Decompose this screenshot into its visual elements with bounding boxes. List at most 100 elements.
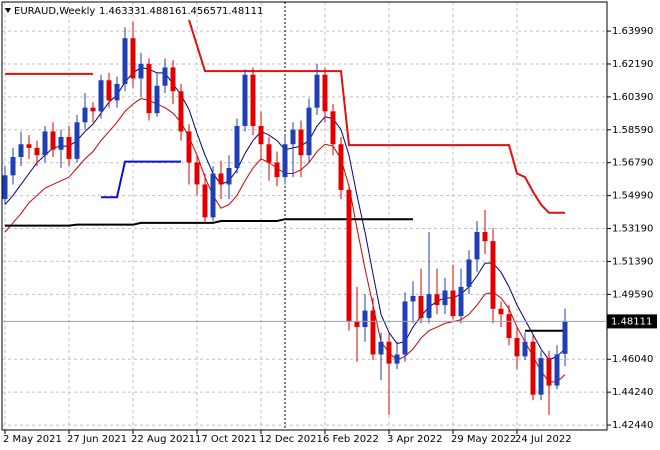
plot-frame	[1, 1, 608, 431]
y-tick-label: 1.46040	[612, 354, 653, 365]
candle-body	[554, 354, 560, 386]
candle-body	[114, 83, 120, 101]
candle-body	[106, 80, 112, 101]
candle-body	[58, 136, 64, 150]
candle-body	[482, 231, 488, 242]
candle-body	[562, 321, 568, 354]
y-tick-label: 1.44240	[612, 387, 653, 398]
candle-body	[50, 131, 56, 150]
candle-body	[282, 144, 288, 178]
y-tick-label: 1.58590	[612, 125, 653, 136]
x-tick-label: 24 Jul 2022	[515, 434, 572, 445]
candle-body	[442, 290, 448, 306]
candle-body	[26, 144, 32, 148]
candle-body	[290, 129, 296, 145]
y-tick-label: 1.60390	[612, 92, 653, 103]
candle-body	[474, 231, 480, 260]
candle-body	[146, 63, 152, 114]
candle-body	[506, 314, 512, 339]
candle-body	[42, 131, 48, 156]
candle-body	[466, 259, 472, 287]
candle-body	[330, 111, 336, 145]
candle-body	[234, 125, 240, 169]
candle-body	[402, 301, 408, 355]
candle-body	[242, 74, 248, 126]
y-tick-label: 1.63990	[612, 26, 653, 37]
candle-body	[274, 162, 280, 178]
candle-body	[498, 308, 504, 315]
candle-body	[410, 295, 416, 302]
candle-body	[426, 294, 432, 318]
x-tick-label: 22 Aug 2021	[131, 434, 195, 445]
candle-body	[178, 91, 184, 132]
symbol: EURAUD,Weekly	[14, 6, 95, 17]
candle-body	[370, 310, 376, 355]
x-tick-label: 17 Oct 2021	[195, 434, 257, 445]
candle-body	[314, 74, 320, 108]
header-close: 1.48111	[222, 6, 263, 17]
candle-body	[130, 38, 136, 79]
candle-body	[338, 144, 344, 190]
candle-body	[10, 157, 16, 176]
y-tick-label: 1.51390	[612, 256, 653, 267]
candle-body	[74, 122, 80, 159]
candle-body	[266, 144, 272, 163]
y-tick-label: 1.49590	[612, 289, 653, 300]
y-tick-label: 1.56790	[612, 158, 653, 169]
y-tick-label: 1.53190	[612, 224, 653, 235]
candle-body	[258, 125, 264, 145]
candle-body	[186, 131, 192, 163]
x-tick-label: 12 Dec 2021	[259, 434, 323, 445]
header-open: 1.46333	[99, 6, 140, 17]
candle-body	[2, 175, 8, 200]
x-tick-label: 2 May 2021	[3, 434, 62, 445]
candle-body	[90, 107, 96, 112]
candle-body	[34, 147, 40, 156]
indicator-line	[5, 19, 565, 214]
x-tick-label: 29 May 2022	[451, 434, 516, 445]
candle-body	[418, 295, 424, 318]
candle-body	[162, 67, 168, 86]
axes: 1.63990 1.62190 1.60390 1.58590 1.56790 1.549…	[2, 26, 657, 445]
price-label: 1.48111	[611, 316, 652, 327]
x-tick-label: 27 Jun 2021	[67, 434, 127, 445]
candle-body	[458, 286, 464, 317]
candle-body	[530, 341, 536, 395]
x-tick-label: 3 Apr 2022	[387, 434, 442, 445]
candle-body	[226, 168, 232, 185]
candle-body	[378, 341, 384, 355]
indicator-line	[101, 160, 181, 199]
candle-body	[138, 63, 144, 79]
candle-body	[546, 358, 552, 386]
candle-body	[210, 173, 216, 218]
candle-body	[298, 129, 304, 156]
candle-body	[202, 184, 208, 218]
candle-body	[18, 144, 24, 158]
price-label-box	[607, 314, 657, 329]
x-tick-label: 6 Feb 2022	[323, 434, 379, 445]
candle-body	[122, 38, 128, 84]
candle-body	[82, 107, 88, 123]
candle-body	[346, 189, 352, 322]
candle-body	[394, 354, 400, 364]
indicator-line	[5, 218, 565, 332]
candle-body	[322, 74, 328, 112]
candle-body	[306, 107, 312, 156]
candle-body	[386, 341, 392, 364]
candle-body	[538, 358, 544, 395]
candle-body	[98, 80, 104, 112]
candle-body	[434, 294, 440, 306]
header-high: 1.48816	[140, 6, 181, 17]
candle-body	[170, 67, 176, 92]
candle-body	[250, 74, 256, 126]
y-tick-label: 1.54990	[612, 191, 653, 202]
candle-body	[66, 136, 72, 159]
y-tick-label: 1.42440	[612, 420, 653, 431]
menu-triangle	[5, 8, 11, 13]
candle-body	[522, 341, 528, 357]
header-low: 1.45657	[181, 6, 222, 17]
candle-body	[450, 290, 456, 317]
candle-body	[218, 173, 224, 185]
y-tick-label: 1.62190	[612, 59, 653, 70]
